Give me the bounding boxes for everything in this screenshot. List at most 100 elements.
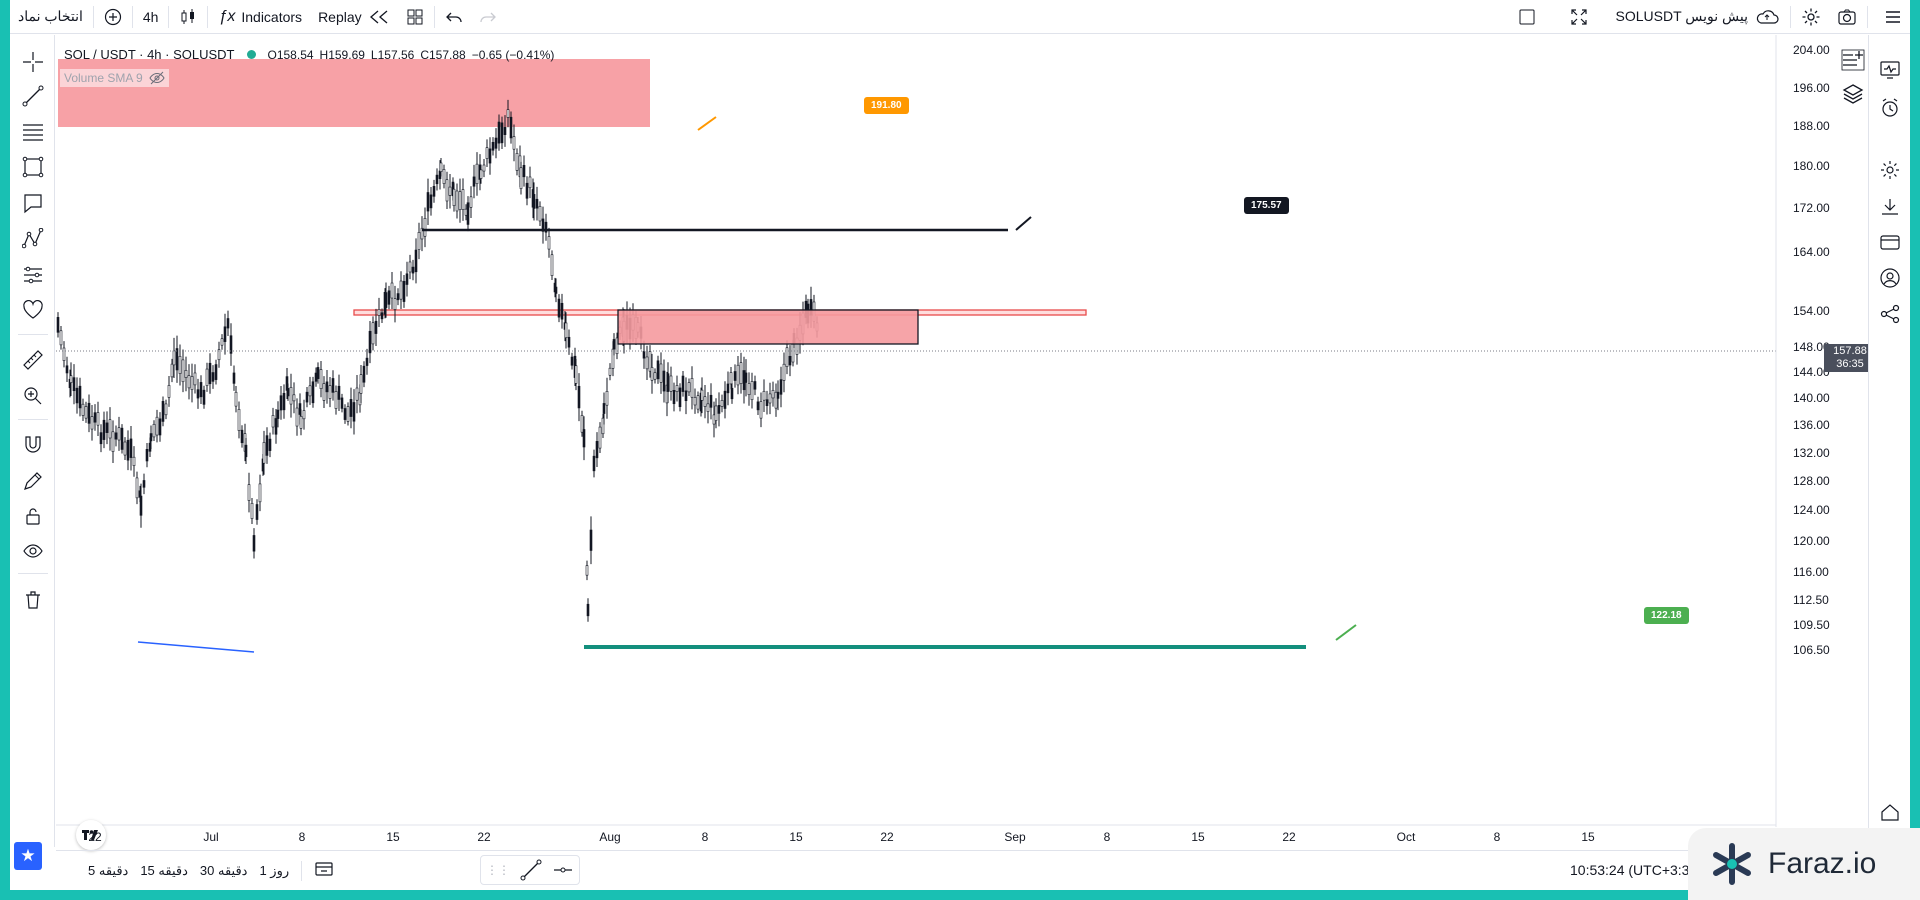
candle-body xyxy=(178,356,182,374)
trend-line-icon[interactable] xyxy=(18,81,48,111)
timeframe-15m[interactable]: 15 دقیقه xyxy=(140,862,188,878)
monitor-pulse-icon[interactable] xyxy=(1875,55,1905,85)
layers-icon[interactable] xyxy=(1838,79,1868,109)
redo-icon[interactable] xyxy=(471,0,505,34)
price-callout-top[interactable]: 191.80 xyxy=(864,97,909,114)
heart-icon[interactable] xyxy=(18,295,48,325)
candle-body xyxy=(720,400,724,407)
drag-handle-icon[interactable]: ⋮⋮ xyxy=(486,863,510,877)
candle-body xyxy=(65,365,69,374)
candle-body xyxy=(139,495,143,516)
watchlist-add-icon[interactable] xyxy=(1838,45,1868,75)
candle-body xyxy=(365,357,369,366)
chart-right-tools xyxy=(1838,35,1868,135)
rectangle-shape-icon[interactable] xyxy=(18,152,48,182)
symbol-legend: SOL / USDT · 4h · SOLUSDT O158.54 H159.6… xyxy=(64,47,554,62)
timeframe-1d[interactable]: 1 روز xyxy=(259,862,290,878)
menu-hamburger-icon[interactable] xyxy=(1870,0,1910,34)
settings-gear-icon[interactable] xyxy=(1793,0,1829,34)
pattern-icon[interactable] xyxy=(18,224,48,254)
home-icon[interactable] xyxy=(1875,797,1905,827)
candle-body xyxy=(135,477,139,499)
candle-body xyxy=(567,336,571,348)
candle-body xyxy=(550,254,554,276)
candle-body xyxy=(247,484,251,501)
eye-icon[interactable] xyxy=(18,536,48,566)
candle-body xyxy=(557,298,561,318)
candles-icon[interactable] xyxy=(171,0,205,34)
user-profile-icon[interactable] xyxy=(1875,263,1905,293)
zoom-in-icon[interactable] xyxy=(18,381,48,411)
candle-body xyxy=(662,370,666,392)
tradingview-logo-icon[interactable] xyxy=(76,820,106,850)
candle-body xyxy=(435,174,439,185)
symbol-title[interactable]: SOL / USDT · 4h · SOLUSDT xyxy=(64,47,235,62)
camera-icon[interactable] xyxy=(1829,0,1865,34)
time-axis[interactable]: 22 Jul 8 15 22 Aug 8 15 22 Sep 8 15 22 Oct 8 15 xyxy=(56,827,1816,847)
candle-body xyxy=(405,273,409,285)
expand-icon[interactable] xyxy=(1562,0,1596,34)
trend-line-quick-icon[interactable] xyxy=(520,859,542,881)
lock-icon[interactable] xyxy=(18,501,48,531)
ohlc-low: L157.56 xyxy=(370,47,415,62)
trendline-blue[interactable] xyxy=(137,641,255,653)
compare-plus-icon[interactable] xyxy=(96,0,130,34)
text-note-icon[interactable] xyxy=(18,188,48,218)
interval-button[interactable]: 4h xyxy=(142,8,159,25)
indicators-button[interactable]: ƒx Indicators xyxy=(210,0,310,34)
candle-body xyxy=(170,363,174,378)
candle-body xyxy=(488,148,492,164)
candle-body xyxy=(78,385,82,409)
price-axis-label: 112.50 xyxy=(1793,593,1829,607)
timeframe-30m[interactable]: 30 دقیقه xyxy=(199,862,248,878)
time-axis-label: 22 xyxy=(880,830,894,844)
crosshair-icon[interactable] xyxy=(18,47,48,77)
symbol-search-button[interactable]: انتخاب نماد xyxy=(18,8,83,24)
resistance-zone-box[interactable] xyxy=(617,309,919,345)
candle-body xyxy=(776,391,780,399)
candle-body xyxy=(733,371,737,381)
candle-body xyxy=(547,236,551,250)
share-icon[interactable] xyxy=(1875,299,1905,329)
candle-body xyxy=(59,330,63,346)
layout-grid-icon[interactable] xyxy=(398,0,432,34)
candle-body xyxy=(684,390,688,402)
clock-timezone[interactable]: 10:53:24 (UTC+3:3 xyxy=(1570,862,1690,878)
trash-icon[interactable] xyxy=(18,585,48,615)
candle-body xyxy=(87,402,91,424)
candle-body xyxy=(337,385,341,400)
candle-body xyxy=(525,182,529,199)
toolbar-divider xyxy=(1790,5,1791,28)
bar-countdown: 36:35 xyxy=(1836,358,1864,370)
favorites-star-icon[interactable]: ★ xyxy=(14,842,42,870)
wallet-icon[interactable] xyxy=(1875,227,1905,257)
alarm-clock-icon[interactable] xyxy=(1875,93,1905,123)
toolbar-divider xyxy=(207,5,209,28)
ruler-icon[interactable] xyxy=(18,345,48,375)
magnet-icon[interactable] xyxy=(18,430,48,460)
prediction-tools-icon[interactable] xyxy=(18,260,48,290)
download-icon[interactable] xyxy=(1875,192,1905,222)
undo-icon[interactable] xyxy=(437,0,471,34)
chart-canvas[interactable] xyxy=(56,35,1816,827)
price-callout-low[interactable]: 122.18 xyxy=(1644,607,1689,624)
price-chart[interactable]: SOL / USDT · 4h · SOLUSDT O158.54 H159.6… xyxy=(56,35,1876,850)
candle-body xyxy=(123,441,127,456)
price-callout-mid[interactable]: 175.57 xyxy=(1244,197,1289,214)
candle-body xyxy=(274,418,278,435)
horizontal-line-icon[interactable] xyxy=(552,859,574,881)
hidden-eye-icon[interactable] xyxy=(149,71,165,85)
fib-retracement-icon[interactable] xyxy=(18,117,48,147)
candle-body xyxy=(756,401,760,411)
candle-body xyxy=(377,309,381,316)
fullscreen-box-icon[interactable] xyxy=(1510,0,1544,34)
timeframe-5m[interactable]: 5 دقیقه xyxy=(88,862,129,878)
volume-indicator-legend[interactable]: Volume SMA 9 xyxy=(60,69,169,87)
date-range-icon[interactable] xyxy=(308,860,340,881)
replay-button[interactable]: Replay xyxy=(310,0,398,34)
settings-icon[interactable] xyxy=(1875,155,1905,185)
candle-body xyxy=(114,432,118,440)
layout-name-button[interactable]: SOLUSDT پیش نویس xyxy=(1608,0,1789,34)
pencil-lock-icon[interactable] xyxy=(18,466,48,496)
price-axis-label: 164.00 xyxy=(1793,245,1830,259)
